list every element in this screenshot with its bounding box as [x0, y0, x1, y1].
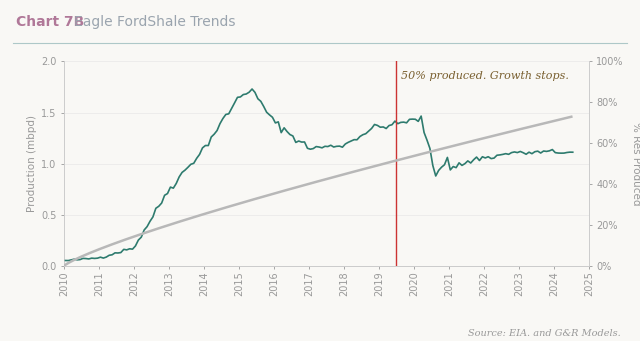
Y-axis label: % Res Produced: % Res Produced	[630, 122, 640, 205]
Text: 50% produced. Growth stops.: 50% produced. Growth stops.	[401, 71, 568, 81]
Text: Eagle FordShale Trends: Eagle FordShale Trends	[74, 15, 235, 29]
Text: Chart 7B: Chart 7B	[16, 15, 84, 29]
Y-axis label: Production (mbpd): Production (mbpd)	[27, 115, 37, 212]
Text: Source: EIA. and G&R Models.: Source: EIA. and G&R Models.	[468, 329, 621, 338]
